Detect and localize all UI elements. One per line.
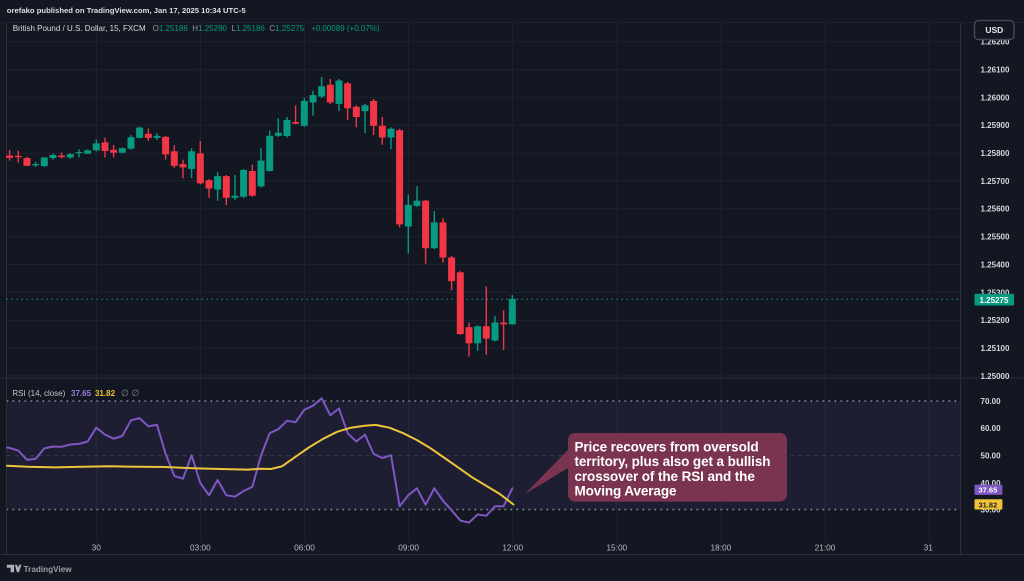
- svg-text:orefako published on TradingVi: orefako published on TradingView.com, Ja…: [7, 6, 247, 15]
- svg-text:06:00: 06:00: [294, 543, 315, 553]
- svg-text:1.25500: 1.25500: [981, 233, 1010, 242]
- svg-text:1.25700: 1.25700: [981, 177, 1010, 186]
- svg-text:1.26000: 1.26000: [981, 93, 1010, 102]
- svg-text:1.25000: 1.25000: [981, 372, 1010, 381]
- svg-text:21:00: 21:00: [815, 543, 836, 553]
- svg-text:30: 30: [92, 543, 102, 553]
- svg-text:18:00: 18:00: [711, 543, 732, 553]
- svg-text:TradingView: TradingView: [24, 565, 73, 574]
- svg-text:Moving Average: Moving Average: [575, 484, 677, 499]
- svg-text:1.25900: 1.25900: [981, 121, 1010, 130]
- svg-text:1.25400: 1.25400: [981, 260, 1010, 269]
- svg-text:territory, plus also get a bul: territory, plus also get a bullish: [575, 454, 771, 469]
- svg-text:1.26100: 1.26100: [981, 66, 1010, 75]
- svg-text:1.25200: 1.25200: [981, 316, 1010, 325]
- svg-text:50.00: 50.00: [981, 452, 1002, 461]
- svg-text:60.00: 60.00: [981, 424, 1002, 433]
- svg-text:30.00: 30.00: [981, 505, 1002, 514]
- svg-text:1.25275: 1.25275: [980, 296, 1009, 305]
- svg-text:09:00: 09:00: [398, 543, 419, 553]
- svg-text:31.82: 31.82: [979, 500, 998, 509]
- svg-text:37.65: 37.65: [979, 486, 998, 495]
- svg-text:31: 31: [924, 543, 934, 553]
- svg-text:Price recovers from oversold: Price recovers from oversold: [575, 439, 759, 454]
- svg-text:40.00: 40.00: [981, 479, 1002, 488]
- svg-text:15:00: 15:00: [606, 543, 627, 553]
- svg-text:British Pound / U.S. Dollar, 1: British Pound / U.S. Dollar, 15, FXCM O1.…: [13, 24, 380, 33]
- svg-text:1.25600: 1.25600: [981, 205, 1010, 214]
- svg-text:crossover of the RSI and the: crossover of the RSI and the: [575, 469, 756, 484]
- svg-text:1.25800: 1.25800: [981, 149, 1010, 158]
- svg-text:1.26200: 1.26200: [981, 38, 1010, 47]
- svg-text:12:00: 12:00: [502, 543, 523, 553]
- svg-text:03:00: 03:00: [190, 543, 211, 553]
- svg-text:1.25300: 1.25300: [981, 288, 1010, 297]
- svg-text:1.25100: 1.25100: [981, 344, 1010, 353]
- svg-text:70.00: 70.00: [981, 397, 1002, 406]
- svg-text:USD: USD: [985, 25, 1003, 35]
